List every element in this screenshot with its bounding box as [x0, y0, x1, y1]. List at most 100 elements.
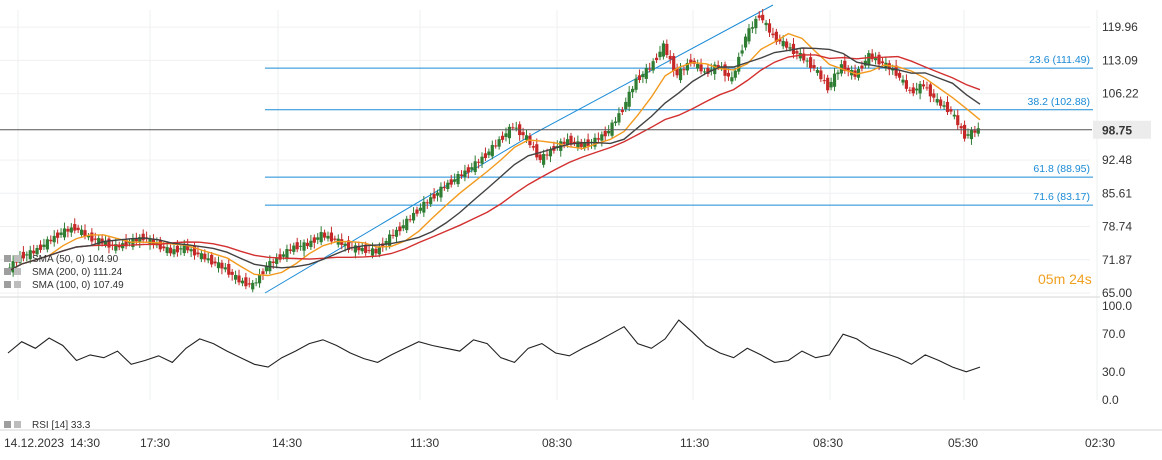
candle-body — [220, 262, 224, 269]
candle-body — [288, 249, 292, 251]
candle-body — [631, 88, 635, 93]
candle-body — [278, 254, 282, 260]
candle-body — [781, 40, 785, 47]
candle-body — [275, 257, 279, 264]
candle-body — [743, 36, 748, 48]
candle-body — [966, 134, 970, 136]
candle-body — [227, 263, 231, 275]
candle-body — [446, 182, 450, 189]
time-tick-label: 08:30 — [542, 436, 572, 450]
legend-close-icon[interactable] — [14, 255, 21, 262]
candle-body — [596, 138, 600, 140]
last-price-tag-bg — [1093, 120, 1151, 139]
trend-channel[interactable] — [264, 4, 774, 294]
candle-body — [507, 126, 512, 139]
candle-body — [754, 18, 758, 29]
candle-body — [435, 192, 440, 196]
candle-body — [42, 244, 46, 248]
candle-body — [726, 72, 731, 77]
candle-body — [661, 43, 666, 57]
candle-body — [398, 226, 402, 232]
legend-entry: SMA (50, 0) 104.90 — [32, 254, 119, 265]
time-tick-label: 05:30 — [948, 436, 978, 450]
legend-entry: SMA (200, 0) 111.24 — [32, 267, 123, 278]
channel-line-lower[interactable] — [264, 132, 536, 294]
candle-body — [778, 39, 782, 42]
candle-body — [932, 93, 936, 98]
candle-body — [244, 277, 248, 287]
candle-body — [76, 227, 80, 231]
candle-body — [497, 139, 501, 147]
candle-body — [860, 65, 864, 69]
candle-body — [233, 274, 238, 280]
candle-body — [377, 246, 381, 255]
candle-body — [911, 87, 915, 94]
candle-body — [870, 53, 874, 60]
candle-body — [617, 113, 621, 123]
candle-body — [388, 234, 392, 246]
candle-body — [620, 109, 624, 113]
fibonacci-levels[interactable]: 23.6 (111.49) 38.2 (102.88) 61.8 (88.95) 71… — [265, 54, 1093, 206]
candle-body — [829, 81, 833, 88]
candle-body — [562, 141, 566, 144]
candle-body — [189, 249, 193, 252]
candle-body — [322, 232, 327, 238]
candle-body — [203, 253, 207, 260]
candle-body — [463, 170, 467, 177]
rsi-settings-icon[interactable] — [4, 421, 11, 428]
candle-body — [610, 122, 614, 136]
candle-body — [56, 232, 60, 238]
candle-body — [107, 238, 111, 248]
time-tick-label: 11:30 — [410, 436, 439, 450]
legend-settings-icon[interactable] — [4, 255, 11, 262]
candle-body — [908, 89, 912, 91]
candle-body — [808, 57, 813, 68]
candle-body — [730, 77, 734, 82]
candle-body — [172, 249, 176, 255]
candle-body — [815, 69, 820, 73]
rsi-axis: 100.0 70.0 30.0 0.0 — [1102, 299, 1132, 407]
legend-close-icon[interactable] — [14, 281, 21, 288]
candle-body — [689, 59, 693, 64]
legend-settings-icon[interactable] — [4, 268, 11, 275]
candle-body — [706, 68, 710, 74]
candle-body — [826, 77, 830, 91]
legend-close-icon[interactable] — [14, 268, 21, 275]
candle-body — [613, 121, 618, 124]
candle-body — [665, 43, 669, 55]
candle-body — [59, 232, 63, 235]
legend-settings-icon[interactable] — [4, 281, 11, 288]
candle-body — [374, 248, 378, 254]
candle-body — [292, 245, 296, 252]
candle-body — [470, 167, 474, 170]
candle-body — [802, 53, 806, 61]
candle-body — [364, 244, 368, 253]
fib-level-label: 61.8 (88.95) — [1033, 163, 1090, 175]
candle-body — [846, 68, 850, 71]
candle-body — [651, 61, 655, 71]
rsi-close-icon[interactable] — [14, 421, 21, 428]
rsi-legend[interactable]: RSI [14] 33.3 — [4, 420, 91, 431]
candle-body — [836, 72, 840, 75]
candle-body — [38, 244, 43, 250]
candle-body — [757, 15, 761, 18]
candle-body — [151, 238, 156, 245]
indicator-legend[interactable]: SMA (50, 0) 104.90 SMA (200, 0) 111.24 SMA… — [4, 254, 124, 291]
candle-body — [100, 238, 104, 244]
candle-body — [490, 144, 494, 157]
candle-body — [35, 248, 39, 255]
candle-body — [206, 258, 210, 261]
candle-body — [774, 31, 778, 42]
candle-body — [237, 275, 241, 283]
candle-body — [456, 173, 460, 185]
candle-body — [658, 51, 662, 58]
candle-body — [11, 261, 15, 273]
candle-body — [391, 234, 395, 236]
time-tick-label: 14:30 — [70, 436, 100, 450]
candle-body — [168, 247, 173, 254]
candle-body — [921, 84, 926, 87]
candle-body — [230, 271, 234, 275]
legend-entry: SMA (100, 0) 107.49 — [32, 280, 124, 291]
candle-body — [415, 209, 419, 214]
fib-level-label: 38.2 (102.88) — [1028, 96, 1090, 108]
